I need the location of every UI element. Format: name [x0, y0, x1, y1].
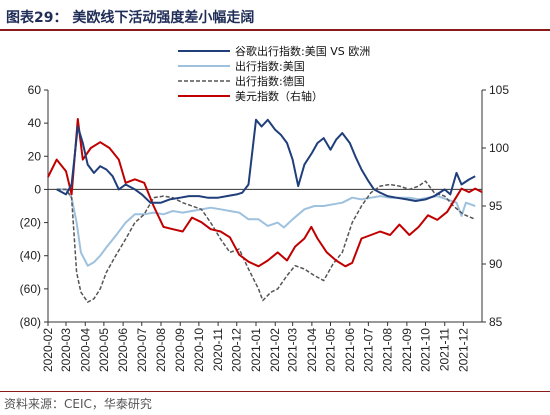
left-tick-label: (60) [20, 282, 41, 296]
legend-label-3: 出行指数:德国 [235, 74, 305, 88]
x-tick-label: 2020-08 [154, 328, 168, 372]
x-tick-label: 2021-12 [456, 328, 470, 372]
chart-axes: (80) (60) (40) (20) 0 20 40 60 85 90 95 100 105 2020-… [20, 83, 510, 372]
x-tick-label: 2020-09 [173, 328, 187, 372]
right-tick-label: 95 [489, 199, 503, 213]
x-tick-label: 2020-12 [230, 328, 244, 372]
series-line-1 [56, 118, 476, 204]
x-tick-label: 2021-08 [381, 328, 395, 372]
source-note: 资料来源：CEIC，华泰研究 [4, 397, 152, 411]
left-tick-label: 0 [34, 182, 41, 196]
right-tick-label: 90 [489, 257, 503, 271]
legend-label-2: 出行指数:美国 [235, 59, 305, 73]
left-tick-label: 60 [28, 83, 42, 97]
series-line-2 [56, 188, 476, 267]
x-tick-label: 2021-09 [400, 328, 414, 372]
legend-label-4: 美元指数（右轴） [235, 89, 323, 103]
x-tick-label: 2021-11 [438, 328, 452, 371]
x-tick-label: 2020-04 [78, 328, 92, 372]
x-tick-label: 2021-04 [305, 328, 319, 372]
series-line-3 [56, 180, 476, 303]
left-tick-label: 20 [28, 149, 42, 163]
series-line-4 [47, 118, 483, 268]
x-tick-label: 2020-06 [116, 328, 130, 372]
left-tick-label: (80) [20, 315, 41, 329]
x-tick-label: 2021-07 [361, 328, 375, 372]
right-tick-label: 105 [489, 83, 509, 97]
chart-title: 图表29： 美欧线下活动强度差小幅走阔 [6, 10, 255, 26]
x-tick-label: 2020-05 [97, 328, 111, 372]
x-tick-label: 2021-01 [249, 328, 263, 372]
x-tick-label: 2021-06 [343, 328, 357, 372]
source-divider [0, 391, 550, 392]
x-tick-label: 2021-02 [268, 328, 282, 372]
x-tick-label: 2020-03 [59, 328, 73, 372]
right-tick-label: 85 [489, 315, 503, 329]
x-tick-label: 2021-05 [324, 328, 338, 372]
title-divider [0, 29, 550, 31]
x-tick-label: 2021-03 [286, 328, 300, 372]
left-tick-label: (20) [20, 216, 41, 230]
x-tick-label: 2020-10 [192, 328, 206, 372]
x-tick-label: 2020-02 [41, 328, 55, 372]
x-tick-label: 2020-11 [211, 328, 225, 371]
legend-label-1: 谷歌出行指数:美国 VS 欧洲 [235, 44, 370, 58]
left-tick-label: (40) [20, 249, 41, 263]
chart-header: 图表29： 美欧线下活动强度差小幅走阔 [0, 0, 550, 31]
right-tick-label: 100 [489, 141, 509, 155]
x-tick-label: 2021-10 [418, 328, 432, 372]
chart-series [47, 118, 483, 303]
x-tick-label: 2020-07 [135, 328, 149, 372]
left-tick-label: 40 [28, 116, 42, 130]
